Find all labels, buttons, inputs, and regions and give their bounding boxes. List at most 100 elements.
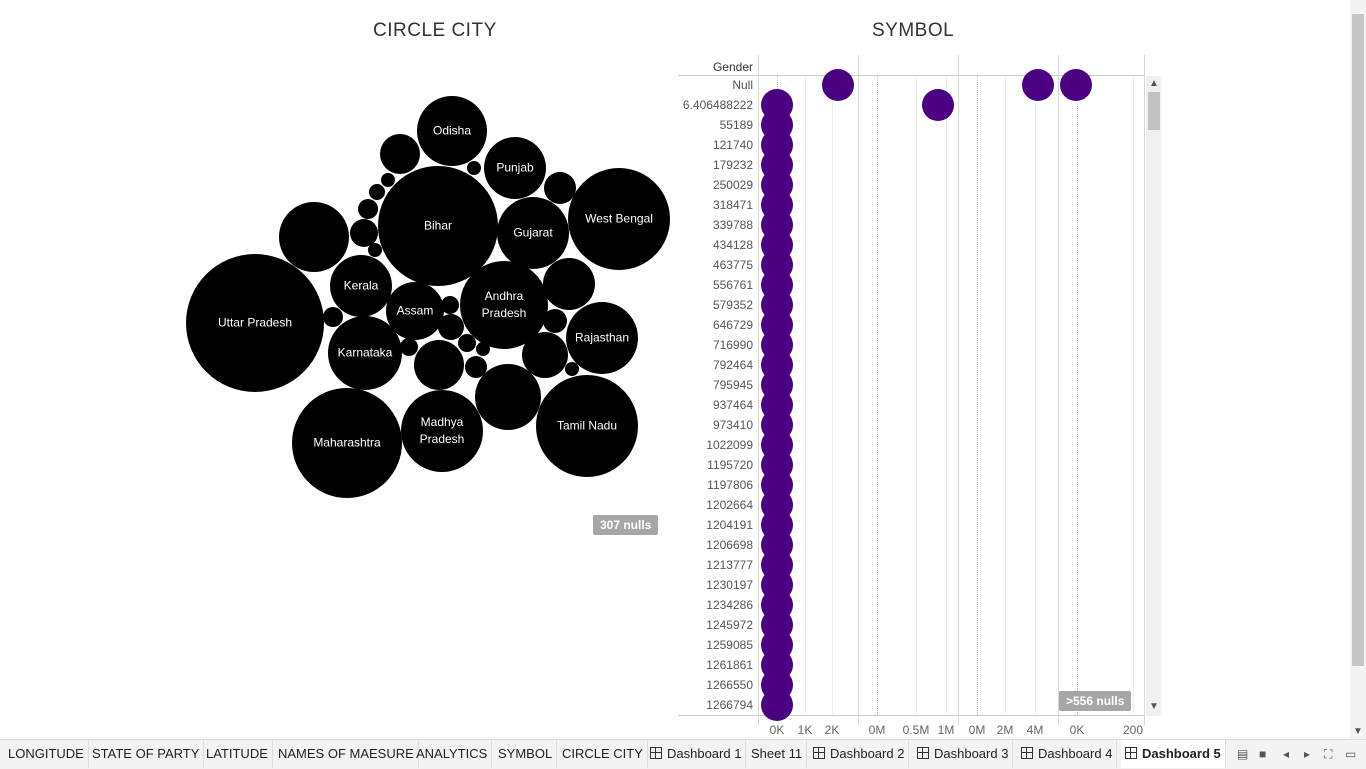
row-label: 1213777 — [706, 558, 753, 572]
bubble-bihar[interactable] — [378, 166, 498, 286]
bubble-odisha[interactable] — [417, 96, 487, 166]
minor-gridline — [916, 76, 917, 715]
tab-dashboard-4[interactable]: Dashboard 4 — [1017, 740, 1118, 768]
fullscreen-icon[interactable]: ⛶ — [1324, 747, 1333, 761]
bubble-unlabeled[interactable] — [323, 307, 343, 327]
row-label: 795945 — [712, 378, 753, 392]
prev-sheet-icon[interactable]: ◂ — [1283, 747, 1290, 761]
minor-gridline — [832, 76, 833, 715]
tab-analytics[interactable]: ANALYTICS — [412, 740, 493, 768]
bubble-unlabeled[interactable] — [522, 332, 568, 378]
bubble-unlabeled[interactable] — [380, 134, 420, 174]
row-label: 179232 — [712, 158, 753, 172]
zero-line — [877, 76, 878, 715]
bubble-gujarat[interactable] — [497, 197, 569, 269]
bubble-unlabeled[interactable] — [543, 258, 595, 310]
bubble-unlabeled[interactable] — [369, 184, 385, 200]
tab-dashboard-3[interactable]: Dashboard 3 — [913, 740, 1014, 768]
bubble-unlabeled[interactable] — [358, 199, 378, 219]
symbol-mark[interactable] — [922, 89, 954, 121]
next-sheet-icon[interactable]: ▸ — [1304, 747, 1311, 761]
null-count-badge[interactable]: 307 nulls — [593, 515, 659, 535]
row-label: 1234286 — [706, 598, 753, 612]
symbol-mark[interactable] — [822, 69, 854, 101]
tab-label: LONGITUDE — [8, 746, 84, 761]
tab-label: CIRCLE CITY — [562, 746, 643, 761]
bubble-label: Punjab — [496, 160, 534, 175]
bubble-unlabeled[interactable] — [475, 364, 541, 430]
row-label: 579352 — [712, 298, 753, 312]
tab-dashboard-2[interactable]: Dashboard 2 — [809, 740, 910, 768]
bubble-unlabeled[interactable] — [381, 173, 395, 187]
row-header-gender: Gender — [712, 60, 753, 74]
bubble-unlabeled[interactable] — [544, 172, 576, 204]
bubble-rajasthan[interactable] — [566, 302, 638, 374]
scroll-up-icon[interactable]: ▲ — [1149, 78, 1159, 89]
pane-divider — [1144, 55, 1145, 725]
presentation-icon[interactable]: ▭ — [1345, 747, 1357, 761]
bubble-unlabeled[interactable] — [467, 161, 481, 175]
bubble-label: Odisha — [432, 123, 472, 138]
bubble-unlabeled[interactable] — [368, 243, 382, 257]
bubble-unlabeled[interactable] — [279, 202, 349, 272]
tab-symbol[interactable]: SYMBOL — [494, 740, 558, 768]
tab-circle-city[interactable]: CIRCLE CITY — [558, 740, 648, 768]
symbol-scroll-thumb[interactable] — [1148, 92, 1160, 130]
dashboard-icon — [650, 747, 662, 759]
tab-label: Dashboard 1 — [667, 746, 742, 761]
circle-city-title: CIRCLE CITY — [373, 20, 497, 41]
pane-divider — [1058, 55, 1059, 725]
symbol-mark[interactable] — [1022, 69, 1054, 101]
bubble-unlabeled[interactable] — [441, 296, 459, 314]
bubble-kerala[interactable] — [330, 255, 392, 317]
bubble-unlabeled[interactable] — [400, 338, 418, 356]
bubble-unlabeled[interactable] — [465, 356, 487, 378]
page-scroll-thumb[interactable] — [1352, 14, 1364, 666]
symbol-mark[interactable] — [761, 689, 793, 721]
bubble-unlabeled[interactable] — [350, 219, 378, 247]
bubble-maharashtra[interactable] — [292, 388, 402, 498]
tab-sheet-11[interactable]: Sheet 11 — [747, 740, 808, 768]
bubble-assam[interactable] — [386, 282, 444, 340]
tab-label: ANALYTICS — [416, 746, 488, 761]
symbol-scrollbar[interactable] — [1146, 76, 1161, 716]
bubble-label: Kerala — [343, 278, 379, 293]
bubble-label: Andhra Pradesh — [481, 289, 527, 320]
minor-gridline — [805, 76, 806, 715]
bubble-unlabeled[interactable] — [414, 340, 464, 390]
bubble-label: Rajasthan — [574, 330, 630, 345]
bubble-karnataka[interactable] — [328, 316, 402, 390]
bubble-label: West Bengal — [585, 211, 653, 226]
tab-dashboard-1[interactable]: Dashboard 1 — [646, 740, 747, 768]
symbol-null-badge[interactable]: >556 nulls — [1059, 691, 1132, 711]
tab-names-of-maesure[interactable]: NAMES OF MAESURE — [274, 740, 419, 768]
row-label: Null — [732, 78, 753, 92]
bubble-tamil-nadu[interactable] — [536, 375, 638, 477]
axis-tick-label: 4M — [1026, 723, 1044, 737]
tab-dashboard-5[interactable]: Dashboard 5 — [1121, 740, 1226, 768]
grid-view-icon[interactable]: ▤ — [1237, 747, 1249, 761]
bubble-punjab[interactable] — [484, 137, 546, 199]
bubble-uttar-pradesh[interactable] — [186, 254, 324, 392]
bubble-unlabeled[interactable] — [458, 334, 476, 352]
minor-gridline — [1005, 76, 1006, 715]
filmstrip-icon[interactable]: ■ — [1259, 747, 1267, 761]
row-label: 556761 — [712, 278, 753, 292]
axis-tick-label: 0M — [968, 723, 986, 737]
bubble-west-bengal[interactable] — [568, 168, 670, 270]
scroll-down-icon[interactable]: ▼ — [1149, 701, 1159, 712]
bubble-unlabeled[interactable] — [543, 309, 567, 333]
dashboard-icon — [1125, 747, 1137, 759]
row-label: 463775 — [712, 258, 753, 272]
bubble-unlabeled[interactable] — [476, 342, 490, 356]
tab-longitude[interactable]: LONGITUDE — [4, 740, 89, 768]
tab-state-of-party[interactable]: STATE OF PARTY — [88, 740, 205, 768]
bubble-unlabeled[interactable] — [565, 362, 579, 376]
tab-label: Dashboard 5 — [1142, 746, 1221, 761]
axis-tick-label: 0K — [769, 723, 785, 737]
page-scroll-down-icon[interactable]: ▼ — [1353, 726, 1363, 737]
symbol-mark[interactable] — [1060, 69, 1092, 101]
bubble-madhya-pradesh[interactable] — [401, 390, 483, 472]
tab-latitude[interactable]: LATITUDE — [202, 740, 273, 768]
row-label: 973410 — [712, 418, 753, 432]
